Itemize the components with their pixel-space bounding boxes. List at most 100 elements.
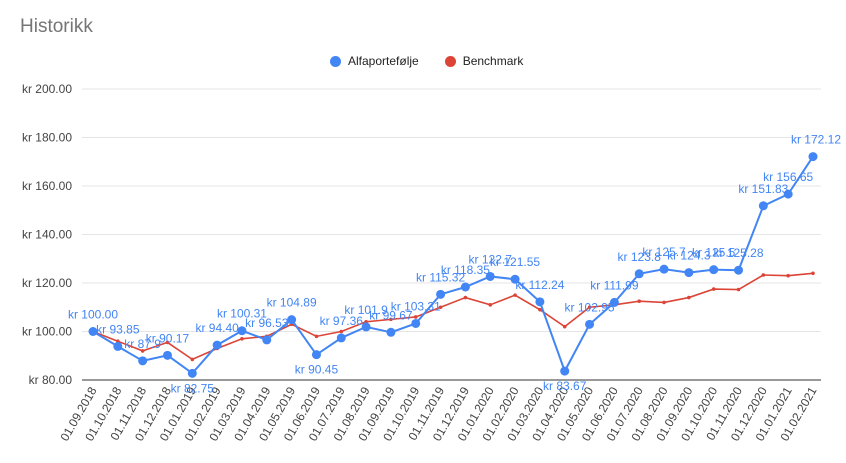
data-label-alfa: kr 118.35 bbox=[441, 263, 490, 277]
data-point-alfa bbox=[560, 366, 570, 376]
data-point-benchmark bbox=[811, 271, 815, 276]
data-point-alfa bbox=[113, 341, 123, 351]
data-point-benchmark bbox=[761, 273, 766, 277]
y-tick-label: kr 180.00 bbox=[22, 131, 72, 145]
data-point-benchmark bbox=[538, 307, 542, 312]
legend-item-benchmark[interactable]: Benchmark bbox=[444, 54, 524, 68]
data-point-alfa bbox=[808, 152, 818, 162]
data-label-alfa: kr 90.17 bbox=[146, 331, 190, 345]
data-label-alfa: kr 83.67 bbox=[543, 379, 587, 393]
data-point-alfa bbox=[287, 315, 297, 325]
data-point-alfa bbox=[758, 201, 768, 211]
data-label-alfa: kr 100.31 bbox=[217, 307, 267, 321]
y-tick-label: kr 200.00 bbox=[22, 82, 72, 96]
data-point-alfa bbox=[460, 282, 470, 292]
data-label-alfa: kr 102.95 bbox=[565, 300, 615, 314]
data-label-alfa: kr 96.53 bbox=[245, 316, 289, 330]
data-label-alfa: kr 123.8 bbox=[618, 250, 662, 264]
data-label-alfa: kr 156.65 bbox=[763, 170, 813, 184]
data-label-alfa: kr 125.7 bbox=[642, 245, 686, 259]
data-point-alfa bbox=[510, 274, 520, 284]
data-point-alfa bbox=[361, 322, 371, 332]
data-point-alfa bbox=[237, 326, 247, 336]
data-label-alfa: kr 112.24 bbox=[515, 278, 564, 292]
data-label-alfa: kr 124.3 bbox=[667, 249, 711, 263]
data-label-alfa: kr 151.83 bbox=[738, 182, 788, 196]
data-point-benchmark bbox=[389, 317, 393, 322]
data-point-benchmark bbox=[711, 287, 716, 291]
data-label-alfa: kr 99.67 bbox=[369, 308, 413, 322]
data-point-benchmark bbox=[587, 305, 592, 310]
data-label-alfa: kr 103.31 bbox=[391, 299, 441, 313]
data-point-benchmark bbox=[314, 334, 319, 339]
data-point-benchmark bbox=[687, 295, 691, 300]
data-label-alfa: kr 115.32 bbox=[416, 270, 465, 284]
data-point-alfa bbox=[783, 189, 793, 199]
data-point-benchmark bbox=[637, 299, 642, 303]
data-label-alfa: kr 111.99 bbox=[590, 278, 639, 292]
data-point-alfa bbox=[162, 350, 172, 360]
legend-swatch-alfa bbox=[330, 55, 341, 67]
data-point-alfa bbox=[336, 333, 346, 343]
data-point-alfa bbox=[88, 327, 98, 336]
data-point-alfa bbox=[386, 327, 396, 337]
legend-swatch-benchmark bbox=[444, 55, 456, 67]
data-point-alfa bbox=[535, 297, 545, 307]
data-label-alfa: kr 125.5 bbox=[692, 246, 736, 260]
data-point-benchmark bbox=[513, 293, 517, 297]
data-point-benchmark bbox=[463, 295, 468, 300]
y-tick-label: kr 120.00 bbox=[22, 276, 72, 290]
data-point-alfa bbox=[411, 318, 421, 328]
data-point-benchmark bbox=[662, 300, 666, 305]
data-point-alfa bbox=[436, 289, 446, 299]
chart-title: Historikk bbox=[20, 16, 93, 37]
data-label-alfa: kr 122.7 bbox=[469, 252, 513, 266]
data-point-alfa bbox=[485, 271, 495, 281]
data-label-alfa: kr 121.55 bbox=[490, 255, 540, 269]
data-point-alfa bbox=[709, 265, 719, 275]
data-point-alfa bbox=[634, 269, 644, 279]
y-tick-label: kr 160.00 bbox=[22, 179, 72, 193]
data-point-benchmark bbox=[140, 349, 145, 353]
data-label-alfa: kr 104.89 bbox=[267, 296, 317, 310]
data-point-alfa bbox=[138, 356, 148, 366]
data-point-alfa bbox=[609, 297, 619, 307]
data-label-alfa: kr 94.40 bbox=[195, 321, 239, 335]
data-label-alfa: kr 97.36 bbox=[320, 314, 364, 328]
data-point-alfa bbox=[659, 264, 669, 274]
data-label-alfa: kr 87.9 bbox=[124, 337, 161, 351]
data-point-benchmark bbox=[413, 315, 418, 319]
data-point-benchmark bbox=[190, 357, 195, 362]
data-point-alfa bbox=[734, 265, 744, 275]
chart-legend: Alfaportefølje Benchmark bbox=[330, 54, 523, 68]
data-label-alfa: kr 93.85 bbox=[96, 322, 140, 336]
y-tick-label: kr 140.00 bbox=[22, 228, 72, 242]
y-tick-label: kr 80.00 bbox=[29, 373, 73, 387]
data-label-alfa: kr 101.9 bbox=[344, 303, 388, 317]
data-point-benchmark bbox=[339, 329, 344, 334]
series-line-benchmark bbox=[92, 272, 814, 361]
data-point-alfa bbox=[212, 340, 222, 350]
data-label-alfa: kr 172.12 bbox=[791, 133, 841, 147]
data-point-benchmark bbox=[562, 324, 567, 329]
legend-label-benchmark: Benchmark bbox=[462, 54, 524, 68]
data-point-benchmark bbox=[165, 340, 170, 345]
data-point-benchmark bbox=[736, 287, 741, 292]
data-point-benchmark bbox=[786, 273, 790, 278]
data-point-alfa bbox=[187, 368, 197, 378]
data-point-alfa bbox=[311, 350, 321, 360]
data-label-alfa: kr 100.00 bbox=[68, 308, 118, 322]
data-label-alfa: kr 125.28 bbox=[713, 246, 763, 260]
data-label-alfa: kr 82.75 bbox=[171, 381, 215, 395]
y-tick-label: kr 100.00 bbox=[22, 325, 72, 339]
data-point-benchmark bbox=[488, 303, 493, 307]
data-label-alfa: kr 90.45 bbox=[295, 363, 339, 377]
legend-label-alfa: Alfaportefølje bbox=[348, 54, 419, 68]
data-point-alfa bbox=[684, 268, 694, 278]
data-point-alfa bbox=[585, 319, 595, 329]
data-point-benchmark bbox=[438, 305, 443, 310]
data-point-benchmark bbox=[240, 336, 244, 341]
data-point-alfa bbox=[262, 335, 272, 345]
legend-item-alfa[interactable]: Alfaportefølje bbox=[330, 54, 419, 68]
